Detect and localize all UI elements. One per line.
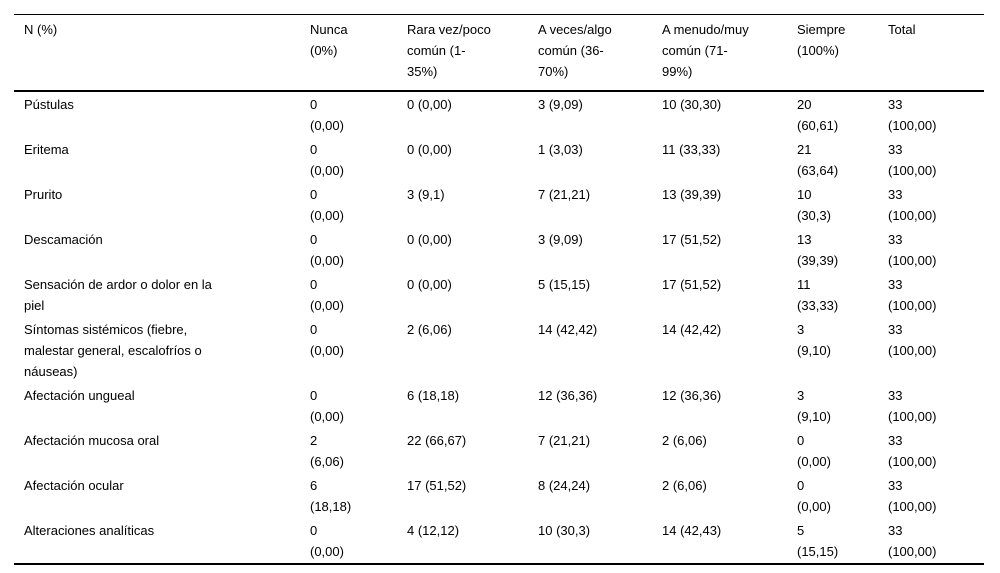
column-header-n-pct: N (%): [24, 22, 58, 37]
table-cell: 5 (15,15): [797, 523, 839, 559]
table-cell: 0 (0,00): [797, 433, 831, 469]
table-cell: 3 (9,09): [538, 97, 583, 112]
table-cell: 5 (15,15): [538, 277, 591, 292]
table-cell: 13 (39,39): [662, 187, 722, 202]
table-row-afectacion-ocular: Afectación ocular 6 (18,18) 17 (51,52) 8…: [14, 473, 984, 518]
table-cell: 17 (51,52): [662, 232, 722, 247]
table-cell: 33 (100,00): [888, 322, 937, 358]
table-cell: 22 (66,67): [407, 433, 467, 448]
table-cell: 14 (42,42): [662, 322, 722, 337]
row-label: Prurito: [24, 187, 63, 202]
row-label: Eritema: [24, 142, 69, 157]
table-cell: 21 (63,64): [797, 142, 839, 178]
table-cell: 0 (0,00): [310, 187, 344, 223]
table-cell: 33 (100,00): [888, 478, 937, 514]
table-cell: 33 (100,00): [888, 277, 937, 313]
table-cell: 17 (51,52): [662, 277, 722, 292]
table-header: N (%) Nunca (0%) Rara vez/poco común (1-…: [14, 15, 984, 91]
table-cell: 0 (0,00): [407, 97, 452, 112]
table-cell: 14 (42,43): [662, 523, 722, 538]
table-cell: 2 (6,06): [662, 478, 707, 493]
header-row: N (%) Nunca (0%) Rara vez/poco común (1-…: [14, 15, 984, 91]
frequency-table: N (%) Nunca (0%) Rara vez/poco común (1-…: [14, 14, 984, 565]
table-cell: 12 (36,36): [662, 388, 722, 403]
table-cell: 6 (18,18): [407, 388, 460, 403]
table-cell: 33 (100,00): [888, 388, 937, 424]
column-header-siempre: Siempre (100%): [797, 22, 846, 58]
table-row-eritema: Eritema 0 (0,00) 0 (0,00) 1 (3,03) 11 (3…: [14, 137, 984, 182]
table-cell: 8 (24,24): [538, 478, 591, 493]
table-cell: 3 (9,1): [407, 187, 445, 202]
table-cell: 0 (0,00): [310, 322, 344, 358]
row-label: Sensación de ardor o dolor en la piel: [24, 277, 212, 313]
column-header-rara-vez: Rara vez/poco común (1- 35%): [407, 22, 491, 79]
column-header-nunca: Nunca (0%): [310, 22, 348, 58]
table-cell: 10 (30,3): [538, 523, 591, 538]
column-header-a-veces: A veces/algo común (36- 70%): [538, 22, 612, 79]
row-label: Pústulas: [24, 97, 74, 112]
table-cell: 12 (36,36): [538, 388, 598, 403]
table-cell: 0 (0,00): [310, 388, 344, 424]
table-cell: 0 (0,00): [310, 232, 344, 268]
table-cell: 33 (100,00): [888, 142, 937, 178]
table-cell: 33 (100,00): [888, 232, 937, 268]
table-cell: 10 (30,3): [797, 187, 831, 223]
table-row-descamacion: Descamación 0 (0,00) 0 (0,00) 3 (9,09) 1…: [14, 227, 984, 272]
table-cell: 11 (33,33): [662, 142, 721, 157]
table-row-afectacion-ungueal: Afectación ungueal 0 (0,00) 6 (18,18) 12…: [14, 383, 984, 428]
table-cell: 0 (0,00): [310, 142, 344, 178]
table-cell: 33 (100,00): [888, 97, 937, 133]
table-cell: 0 (0,00): [797, 478, 831, 514]
frequency-table-container: N (%) Nunca (0%) Rara vez/poco común (1-…: [14, 14, 984, 565]
table-row-pustulas: Pústulas 0 (0,00) 0 (0,00) 3 (9,09) 10 (…: [14, 91, 984, 137]
row-label: Afectación ocular: [24, 478, 124, 493]
table-cell: 0 (0,00): [407, 277, 452, 292]
table-row-afectacion-mucosa-oral: Afectación mucosa oral 2 (6,06) 22 (66,6…: [14, 428, 984, 473]
table-cell: 11 (33,33): [797, 277, 839, 313]
table-cell: 4 (12,12): [407, 523, 460, 538]
row-label: Afectación mucosa oral: [24, 433, 160, 448]
table-row-sintomas-sistemicos: Síntomas sistémicos (fiebre, malestar ge…: [14, 317, 984, 383]
table-cell: 33 (100,00): [888, 433, 937, 469]
table-cell: 17 (51,52): [407, 478, 467, 493]
table-body: Pústulas 0 (0,00) 0 (0,00) 3 (9,09) 10 (…: [14, 91, 984, 564]
table-cell: 33 (100,00): [888, 187, 937, 223]
table-cell: 0 (0,00): [310, 523, 344, 559]
table-cell: 3 (9,10): [797, 322, 831, 358]
row-label: Descamación: [24, 232, 103, 247]
table-cell: 3 (9,09): [538, 232, 583, 247]
table-row-alteraciones-analiticas: Alteraciones analíticas 0 (0,00) 4 (12,1…: [14, 518, 984, 564]
table-cell: 6 (18,18): [310, 478, 352, 514]
table-cell: 1 (3,03): [538, 142, 583, 157]
table-cell: 0 (0,00): [407, 142, 452, 157]
table-cell: 2 (6,06): [662, 433, 707, 448]
table-cell: 0 (0,00): [310, 277, 344, 313]
table-row-sensacion-ardor: Sensación de ardor o dolor en la piel 0 …: [14, 272, 984, 317]
row-label: Alteraciones analíticas: [24, 523, 155, 538]
row-label: Síntomas sistémicos (fiebre, malestar ge…: [24, 322, 202, 379]
table-cell: 0 (0,00): [310, 97, 344, 133]
table-cell: 13 (39,39): [797, 232, 839, 268]
table-cell: 10 (30,30): [662, 97, 722, 112]
row-label: Afectación ungueal: [24, 388, 135, 403]
table-cell: 14 (42,42): [538, 322, 598, 337]
table-cell: 2 (6,06): [407, 322, 452, 337]
table-row-prurito: Prurito 0 (0,00) 3 (9,1) 7 (21,21) 13 (3…: [14, 182, 984, 227]
table-cell: 20 (60,61): [797, 97, 839, 133]
table-cell: 3 (9,10): [797, 388, 831, 424]
table-cell: 7 (21,21): [538, 433, 591, 448]
table-cell: 7 (21,21): [538, 187, 591, 202]
table-cell: 2 (6,06): [310, 433, 344, 469]
table-cell: 0 (0,00): [407, 232, 452, 247]
column-header-total: Total: [888, 22, 916, 37]
column-header-a-menudo: A menudo/muy común (71- 99%): [662, 22, 749, 79]
table-cell: 33 (100,00): [888, 523, 937, 559]
